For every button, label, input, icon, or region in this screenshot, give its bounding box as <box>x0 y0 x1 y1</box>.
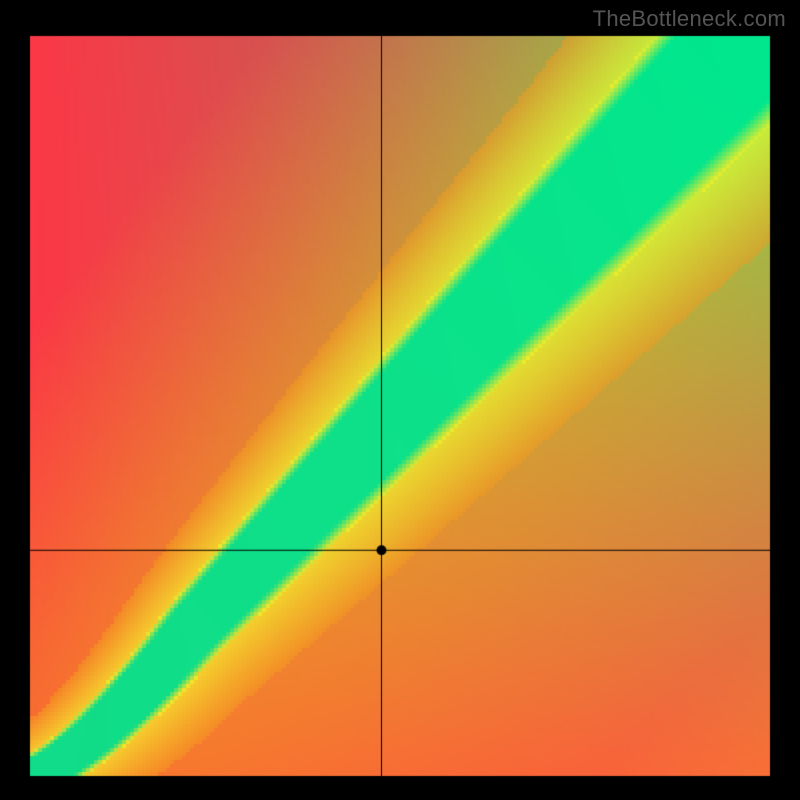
bottleneck-heatmap <box>0 0 800 800</box>
watermark-text: TheBottleneck.com <box>593 6 786 32</box>
